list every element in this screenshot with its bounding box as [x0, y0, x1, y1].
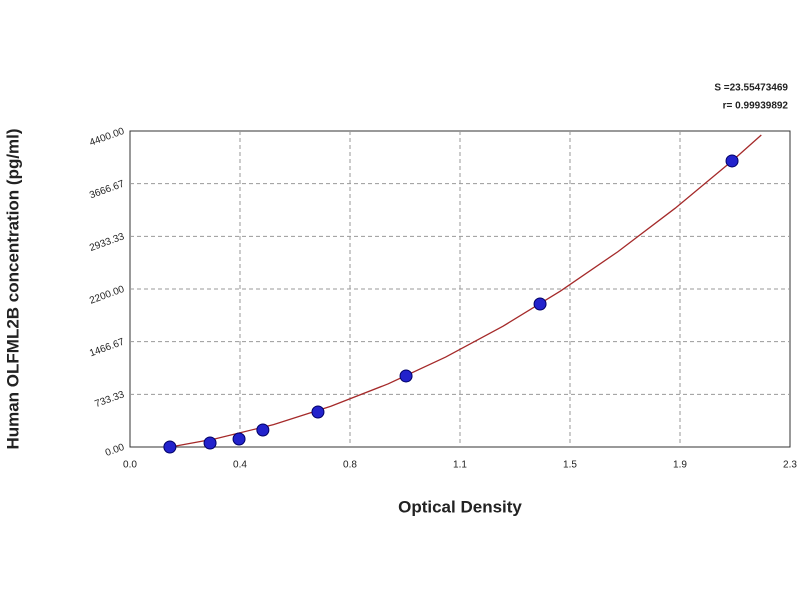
data-point — [533, 297, 547, 311]
x-tick-label: 0.4 — [233, 460, 247, 471]
y-tick-label: 2933.33 — [88, 231, 126, 254]
data-point — [256, 423, 270, 437]
x-axis-title: Optical Density — [398, 497, 522, 516]
y-tick-label: 733.33 — [93, 389, 126, 410]
data-point — [311, 405, 325, 419]
y-tick-label: 1466.67 — [88, 336, 126, 359]
x-tick-label: 0.8 — [343, 460, 357, 471]
annotation: S =23.55473469 — [714, 83, 788, 94]
x-tick-label: 1.5 — [563, 460, 577, 471]
y-tick-label: 4400.00 — [88, 126, 126, 149]
x-tick-label: 1.1 — [453, 460, 467, 471]
y-tick-label: 0.00 — [104, 442, 126, 459]
x-tick-label: 2.3 — [783, 460, 797, 471]
annotation: r= 0.99939892 — [723, 101, 789, 112]
data-point — [725, 154, 739, 168]
data-point — [163, 440, 177, 454]
y-axis-title: Human OLFML2B concentration (pg/ml) — [3, 128, 22, 449]
y-tick-label: 3666.67 — [88, 178, 126, 201]
data-point — [399, 369, 413, 383]
fit-curve — [172, 134, 762, 447]
x-tick-label: 0.0 — [123, 460, 137, 471]
x-tick-label: 1.9 — [673, 460, 687, 471]
data-point — [203, 436, 217, 450]
data-point — [232, 432, 246, 446]
y-tick-label: 2200.00 — [88, 284, 126, 307]
